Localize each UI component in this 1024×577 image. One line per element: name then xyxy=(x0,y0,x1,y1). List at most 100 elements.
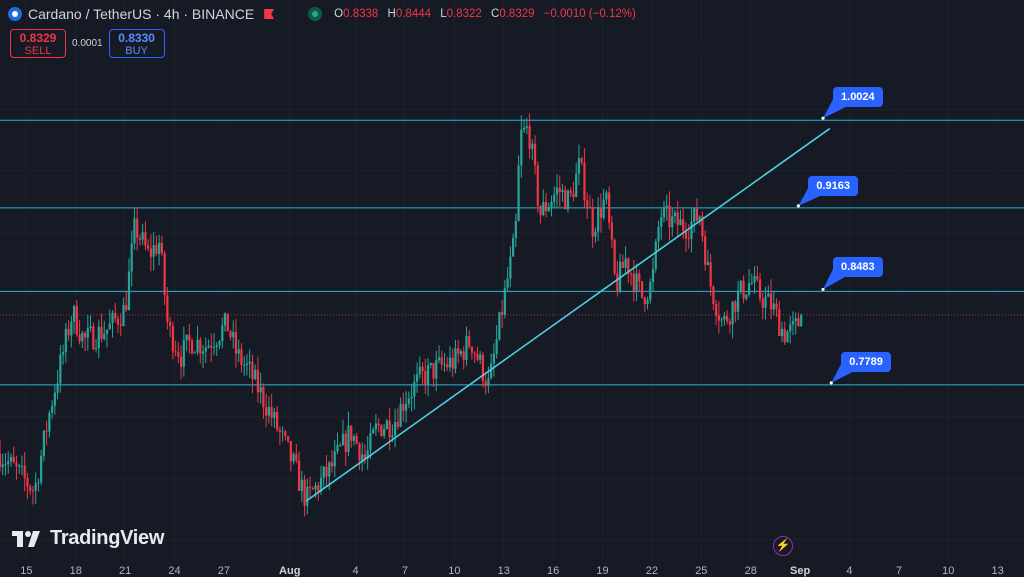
candle-body xyxy=(383,428,386,436)
price-callout[interactable]: 0.9163 xyxy=(808,175,858,196)
candle-body xyxy=(358,443,361,461)
candle-body xyxy=(339,445,342,447)
candle-body xyxy=(657,226,660,242)
x-tick-label: 4 xyxy=(846,565,853,577)
candle-body xyxy=(764,296,767,308)
candle-body xyxy=(166,295,169,322)
candle-body xyxy=(347,425,350,453)
candle-body xyxy=(372,429,375,434)
market-status-icon[interactable] xyxy=(308,7,323,21)
candle-body xyxy=(34,483,37,491)
candle-body xyxy=(780,328,784,337)
candle-body xyxy=(498,312,501,340)
buy-price: 0.8330 xyxy=(118,31,155,45)
price-callout[interactable]: 1.0024 xyxy=(833,87,883,108)
candle-body xyxy=(31,490,35,492)
candle-body xyxy=(503,288,506,315)
candle-body xyxy=(640,280,644,298)
symbol-title[interactable]: Cardano / TetherUS · 4h · BINANCE xyxy=(28,6,255,22)
candle-body xyxy=(544,201,548,212)
candle-body xyxy=(514,220,517,239)
candle-body xyxy=(314,485,317,490)
candle-body xyxy=(591,207,594,237)
candle-body xyxy=(308,486,312,488)
candle-body xyxy=(586,200,589,207)
chart-header: Cardano / TetherUS · 4h · BINANCE O0.833… xyxy=(8,4,642,24)
candle-body xyxy=(509,256,512,279)
candle-body xyxy=(723,316,726,320)
candle-body xyxy=(775,303,778,310)
candle-body xyxy=(758,279,762,299)
high-value: 0.8444 xyxy=(395,8,432,20)
price-callout[interactable]: 0.8483 xyxy=(833,257,883,277)
candle-body xyxy=(739,280,742,291)
candle-body xyxy=(715,304,718,316)
candle-body xyxy=(778,309,781,337)
candle-body xyxy=(720,319,723,321)
open-value: 0.8338 xyxy=(343,8,379,20)
candle-body xyxy=(479,354,482,360)
flag-icon[interactable] xyxy=(264,9,275,19)
candle-body xyxy=(717,315,720,321)
candle-body xyxy=(665,205,668,207)
candle-body xyxy=(536,165,539,206)
candle-body xyxy=(701,216,704,237)
candle-body xyxy=(295,454,298,461)
x-tick-label: 7 xyxy=(401,565,409,577)
candle-body xyxy=(62,352,65,355)
bolt-icon[interactable]: ⚡ xyxy=(773,536,793,556)
open-label: O xyxy=(334,8,344,20)
candle-body xyxy=(569,190,572,194)
candle-body xyxy=(234,331,238,354)
x-tick-label: 15 xyxy=(20,565,33,577)
trendline[interactable] xyxy=(305,127,831,502)
cardano-coin-icon xyxy=(8,7,22,21)
candle-body xyxy=(388,420,391,438)
tradingview-logo[interactable]: TradingView xyxy=(12,527,164,550)
candle-body xyxy=(15,462,18,467)
candle-body xyxy=(709,262,712,287)
candle-body xyxy=(174,351,177,353)
candle-body xyxy=(490,363,493,378)
candle-body xyxy=(138,237,142,240)
candle-body xyxy=(525,126,528,128)
candle-body xyxy=(18,465,21,467)
buy-button[interactable]: 0.8330 BUY xyxy=(108,29,165,58)
candle-body xyxy=(495,339,498,355)
x-tick-label: 24 xyxy=(168,565,181,577)
candle-body xyxy=(125,304,128,311)
candle-body xyxy=(42,430,46,456)
candle-body xyxy=(459,351,463,354)
price-callout[interactable]: 0.7789 xyxy=(841,351,891,372)
candle-body xyxy=(4,464,7,466)
candle-body xyxy=(237,349,240,354)
candle-body xyxy=(437,357,441,361)
candle-body xyxy=(528,126,531,150)
candle-body xyxy=(789,324,792,332)
candle-body xyxy=(270,406,273,418)
candle-body xyxy=(396,422,399,427)
candle-body xyxy=(325,466,328,477)
candle-body xyxy=(355,436,358,444)
candle-body xyxy=(111,312,114,324)
candle-body xyxy=(742,280,745,299)
candle-body xyxy=(676,212,679,226)
candle-body xyxy=(539,205,542,216)
sell-button[interactable]: 0.8329 SELL xyxy=(10,29,66,58)
candle-body xyxy=(407,398,410,404)
candle-body xyxy=(136,218,139,238)
candle-body xyxy=(1,464,4,468)
candle-body xyxy=(481,354,485,382)
candle-body xyxy=(627,258,630,274)
candle-body xyxy=(484,381,487,386)
candle-body xyxy=(284,431,287,437)
horizontal-levels[interactable] xyxy=(0,119,1024,386)
candle-body xyxy=(726,316,729,322)
candle-body xyxy=(366,450,369,459)
candle-body xyxy=(245,363,249,365)
candle-body xyxy=(130,243,133,272)
candle-body xyxy=(155,245,158,254)
candle-body xyxy=(188,334,191,341)
candle-body xyxy=(635,273,638,291)
